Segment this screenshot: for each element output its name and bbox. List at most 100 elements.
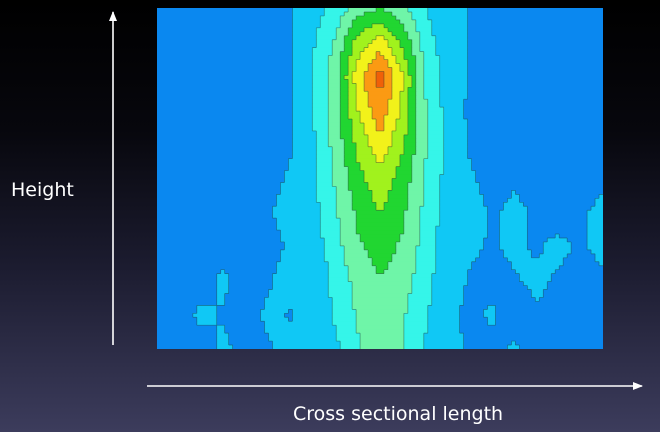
heatmap-cell [356,210,405,215]
heatmap-cell [320,214,337,219]
heatmap-cell [360,31,393,37]
heatmap-cell [399,158,413,164]
heatmap-cell [559,234,588,239]
heatmap-cell [356,313,405,318]
heatmap-cell [415,111,429,116]
heatmap-cell [391,95,401,100]
heatmap-cell [344,257,373,263]
heatmap-cell [272,210,321,215]
heatmap-cell [332,158,345,164]
heatmap-cell [515,269,556,275]
heatmap-cell [312,71,329,77]
heatmap-cell [391,134,405,140]
heatmap-cell [467,39,603,45]
heatmap-cell [419,241,437,247]
heatmap-cell [419,206,441,211]
heatmap-cell [312,67,329,73]
heatmap-cell [292,309,333,314]
heatmap-cell [391,47,405,53]
heatmap-cell [196,309,218,314]
heatmap-cell [328,269,349,275]
heatmap-cell [157,119,293,124]
heatmap-cell [495,313,603,318]
heatmap-cell [368,134,393,140]
heatmap-cell [340,218,357,223]
heatmap-cell [531,253,540,259]
heatmap-cell [364,79,377,84]
heatmap-cell [431,31,469,37]
heatmap-cell [439,194,485,199]
heatmap-cell [332,174,349,180]
heatmap-cell [407,309,429,314]
heatmap-cell [356,142,369,148]
heatmap-cell [316,43,333,49]
heatmap-cell [332,39,345,45]
heatmap-cell [340,59,349,65]
heatmap-cell [348,31,361,37]
heatmap-cell [316,142,329,148]
heatmap-cell [459,309,485,314]
heatmap-cell [344,162,361,168]
heatmap-cell [443,126,469,132]
heatmap-cell [439,99,465,104]
heatmap-cell [427,150,445,156]
heatmap-cell [157,91,293,96]
heatmap-cell [383,126,397,132]
heatmap-cell [415,67,425,73]
heatmap-cell [368,91,393,96]
heatmap-cell [340,234,361,239]
heatmap-cell [288,309,293,314]
heatmap-cell [344,245,365,251]
heatmap-cell [324,11,345,17]
heatmap-cell [360,345,405,349]
heatmap-cell [427,99,441,104]
heatmap-cell [387,190,409,195]
heatmap-cell [216,341,230,346]
heatmap-cell [332,301,353,306]
heatmap-cell [467,119,603,124]
heatmap-cell [340,119,353,124]
heatmap-cell [439,182,481,188]
heatmap-cell [356,321,405,326]
heatmap-cell [216,337,230,342]
heatmap-cell [352,71,365,77]
heatmap-cell [356,317,405,322]
heatmap-cell [411,79,417,84]
heatmap-cell [312,95,329,100]
heatmap-cell [439,55,469,61]
heatmap-cell [403,146,417,152]
heatmap-cell [157,31,293,37]
heatmap-cell [495,309,603,314]
heatmap-cell [157,146,293,152]
heatmap-cell [157,313,194,318]
heatmap-cell [387,59,397,65]
heatmap-cell [507,345,520,349]
heatmap-cell [356,226,405,231]
heatmap-cell [439,67,469,73]
heatmap-cell [196,321,218,326]
heatmap-cell [459,321,489,326]
heatmap-cell [348,99,357,104]
heatmap-cell [332,43,345,49]
heatmap-cell [463,297,536,303]
heatmap-cell [376,126,385,132]
heatmap-cell [312,126,329,132]
heatmap-cell [439,83,469,88]
heatmap-cell [157,309,198,314]
heatmap-cell [531,289,544,295]
heatmap-cell [407,31,421,37]
heatmap-cell [328,273,349,279]
heatmap-cell [344,142,357,148]
heatmap-cell [288,317,293,322]
heatmap-cell [407,297,433,303]
heatmap-cell [328,130,341,136]
heatmap-cell [475,174,603,180]
heatmap-cell [403,150,417,156]
heatmap-cell [415,99,429,104]
heatmap-cell [587,226,603,231]
heatmap-cell [196,317,218,322]
heatmap-cell [340,95,349,100]
heatmap-cell [475,170,603,176]
heatmap-cell [328,87,341,92]
